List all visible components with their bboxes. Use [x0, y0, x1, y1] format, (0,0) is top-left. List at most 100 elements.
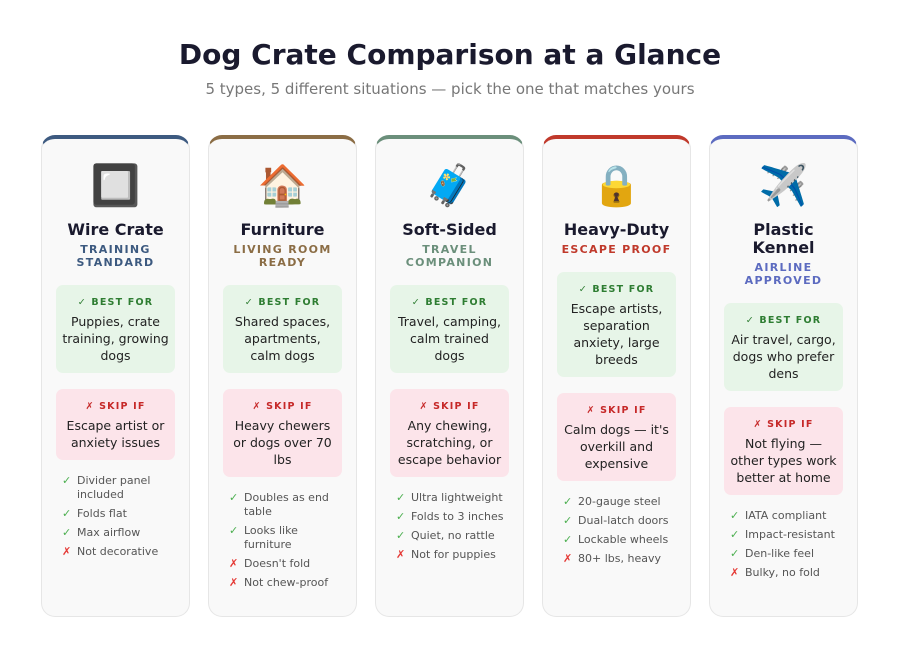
cross-icon: ✗ — [62, 545, 72, 558]
feature-text: Lockable wheels — [578, 533, 669, 546]
feature-list: ✓ Divider panel included ✓ Folds flat ✓ Max a… — [56, 474, 175, 559]
check-icon: ✓ — [396, 491, 406, 504]
skip-if-box: ✗ SKIP IF Calm dogs — it's overkill and e… — [557, 393, 676, 481]
cross-icon: ✗ — [229, 576, 239, 589]
feature-item: ✓ Max airflow — [62, 526, 175, 540]
feature-text: Doubles as end table — [244, 491, 329, 518]
skip-if-label: ✗ SKIP IF — [252, 401, 313, 412]
check-icon: ✓ — [563, 514, 573, 527]
crate-name: Furniture — [240, 220, 325, 239]
feature-text: Ultra lightweight — [411, 491, 503, 504]
cross-icon: ✗ — [229, 557, 239, 570]
skip-if-text: Escape artist or anxiety issues — [66, 418, 165, 450]
feature-text: Quiet, no rattle — [411, 529, 495, 542]
best-for-box: ✓ BEST FOR Air travel, cargo, dogs who pr… — [724, 303, 843, 391]
crate-type-icon: 🔒 — [591, 163, 642, 209]
crate-type-icon: 🔲 — [90, 163, 141, 209]
feature-list: ✓ IATA compliant ✓ Impact-resistant ✓ Den-lik… — [724, 509, 843, 580]
best-for-box: ✓ BEST FOR Travel, camping, calm trained … — [390, 285, 509, 373]
crate-name: Soft-Sided — [402, 220, 497, 239]
feature-item: ✓ IATA compliant — [730, 509, 843, 523]
check-icon: ✓ — [229, 524, 239, 537]
feature-item: ✗ Not chew-proof — [229, 576, 342, 590]
feature-item: ✓ Divider panel included — [62, 474, 175, 502]
best-for-box: ✓ BEST FOR Puppies, crate training, growi… — [56, 285, 175, 373]
feature-text: Not decorative — [77, 545, 159, 558]
check-icon: ✓ — [229, 491, 239, 504]
feature-item: ✓ Impact-resistant — [730, 528, 843, 542]
check-icon: ✓ — [563, 495, 573, 508]
best-for-box: ✓ BEST FOR Escape artists, separation anx… — [557, 272, 676, 377]
skip-if-text: Calm dogs — it's overkill and expensive — [564, 422, 669, 471]
feature-text: Looks like furniture — [244, 524, 298, 551]
crate-type-icon: 🧳 — [424, 163, 475, 209]
check-icon: ✓ — [62, 507, 72, 520]
skip-if-box: ✗ SKIP IF Escape artist or anxiety issues — [56, 389, 175, 460]
check-icon: ✓ — [62, 474, 72, 487]
crate-tag: LIVING ROOM READY — [233, 243, 332, 269]
best-for-label: ✓ BEST FOR — [244, 297, 321, 308]
feature-text: Folds flat — [77, 507, 127, 520]
crate-type-icon: 🏠 — [257, 163, 308, 209]
skip-if-box: ✗ SKIP IF Not flying — other types work b… — [724, 407, 843, 495]
feature-text: IATA compliant — [745, 509, 827, 522]
feature-item: ✓ Doubles as end table — [229, 491, 342, 519]
crate-name: Heavy-Duty — [563, 220, 670, 239]
feature-text: 80+ lbs, heavy — [578, 552, 661, 565]
feature-list: ✓ Doubles as end table ✓ Looks like furnitu… — [223, 491, 342, 590]
feature-item: ✓ Dual-latch doors — [563, 514, 676, 528]
skip-if-text: Heavy chewers or dogs over 70 lbs — [233, 418, 332, 467]
check-icon: ✓ — [730, 509, 740, 522]
check-icon: ✓ — [563, 533, 573, 546]
feature-text: Impact-resistant — [745, 528, 835, 541]
best-for-box: ✓ BEST FOR Shared spaces, apartments, cal… — [223, 285, 342, 373]
feature-list: ✓ Ultra lightweight ✓ Folds to 3 inches ✓ Qui… — [390, 491, 509, 562]
skip-if-label: ✗ SKIP IF — [419, 401, 480, 412]
crate-name: Plastic Kennel — [752, 220, 815, 257]
skip-if-box: ✗ SKIP IF Heavy chewers or dogs over 70 l… — [223, 389, 342, 477]
feature-text: Bulky, no fold — [745, 566, 820, 579]
feature-item: ✓ Folds flat — [62, 507, 175, 521]
feature-item: ✗ Not for puppies — [396, 548, 509, 562]
crate-card: 🏠 Furniture LIVING ROOM READY ✓ BEST FOR… — [208, 135, 357, 617]
crate-cards: 🔲 Wire Crate TRAINING STANDARD ✓ BEST FO… — [41, 135, 858, 617]
feature-item: ✓ Looks like furniture — [229, 524, 342, 552]
crate-card: 🧳 Soft-Sided TRAVEL COMPANION ✓ BEST FOR… — [375, 135, 524, 617]
page-subtitle: 5 types, 5 different situations — pick t… — [205, 80, 695, 98]
cross-icon: ✗ — [396, 548, 406, 561]
feature-item: ✗ 80+ lbs, heavy — [563, 552, 676, 566]
skip-if-text: Any chewing, scratching, or escape behav… — [397, 418, 502, 467]
feature-item: ✓ Quiet, no rattle — [396, 529, 509, 543]
feature-item: ✗ Doesn't fold — [229, 557, 342, 571]
best-for-text: Travel, camping, calm trained dogs — [397, 314, 502, 363]
feature-item: ✓ Folds to 3 inches — [396, 510, 509, 524]
best-for-text: Escape artists, separation anxiety, larg… — [570, 301, 663, 367]
feature-text: Folds to 3 inches — [411, 510, 504, 523]
skip-if-label: ✗ SKIP IF — [586, 405, 647, 416]
check-icon: ✓ — [730, 528, 740, 541]
feature-item: ✓ Ultra lightweight — [396, 491, 509, 505]
feature-text: Den-like feel — [745, 547, 814, 560]
crate-name: Wire Crate — [67, 220, 164, 239]
best-for-text: Air travel, cargo, dogs who prefer dens — [731, 332, 836, 381]
skip-if-label: ✗ SKIP IF — [85, 401, 146, 412]
best-for-label: ✓ BEST FOR — [578, 284, 655, 295]
feature-item: ✗ Not decorative — [62, 545, 175, 559]
cross-icon: ✗ — [563, 552, 573, 565]
feature-text: 20-gauge steel — [578, 495, 661, 508]
feature-text: Not for puppies — [411, 548, 496, 561]
check-icon: ✓ — [396, 510, 406, 523]
feature-item: ✓ Lockable wheels — [563, 533, 676, 547]
best-for-label: ✓ BEST FOR — [411, 297, 488, 308]
best-for-text: Shared spaces, apartments, calm dogs — [234, 314, 331, 363]
crate-tag: TRAINING STANDARD — [76, 243, 155, 269]
feature-item: ✓ 20-gauge steel — [563, 495, 676, 509]
best-for-label: ✓ BEST FOR — [77, 297, 154, 308]
feature-text: Dual-latch doors — [578, 514, 669, 527]
crate-tag: AIRLINE APPROVED — [744, 261, 823, 287]
skip-if-text: Not flying — other types work better at … — [730, 436, 837, 485]
feature-text: Doesn't fold — [244, 557, 311, 570]
crate-tag: ESCAPE PROOF — [561, 243, 672, 256]
feature-item: ✓ Den-like feel — [730, 547, 843, 561]
crate-card: ✈️ Plastic Kennel AIRLINE APPROVED ✓ BES… — [709, 135, 858, 617]
